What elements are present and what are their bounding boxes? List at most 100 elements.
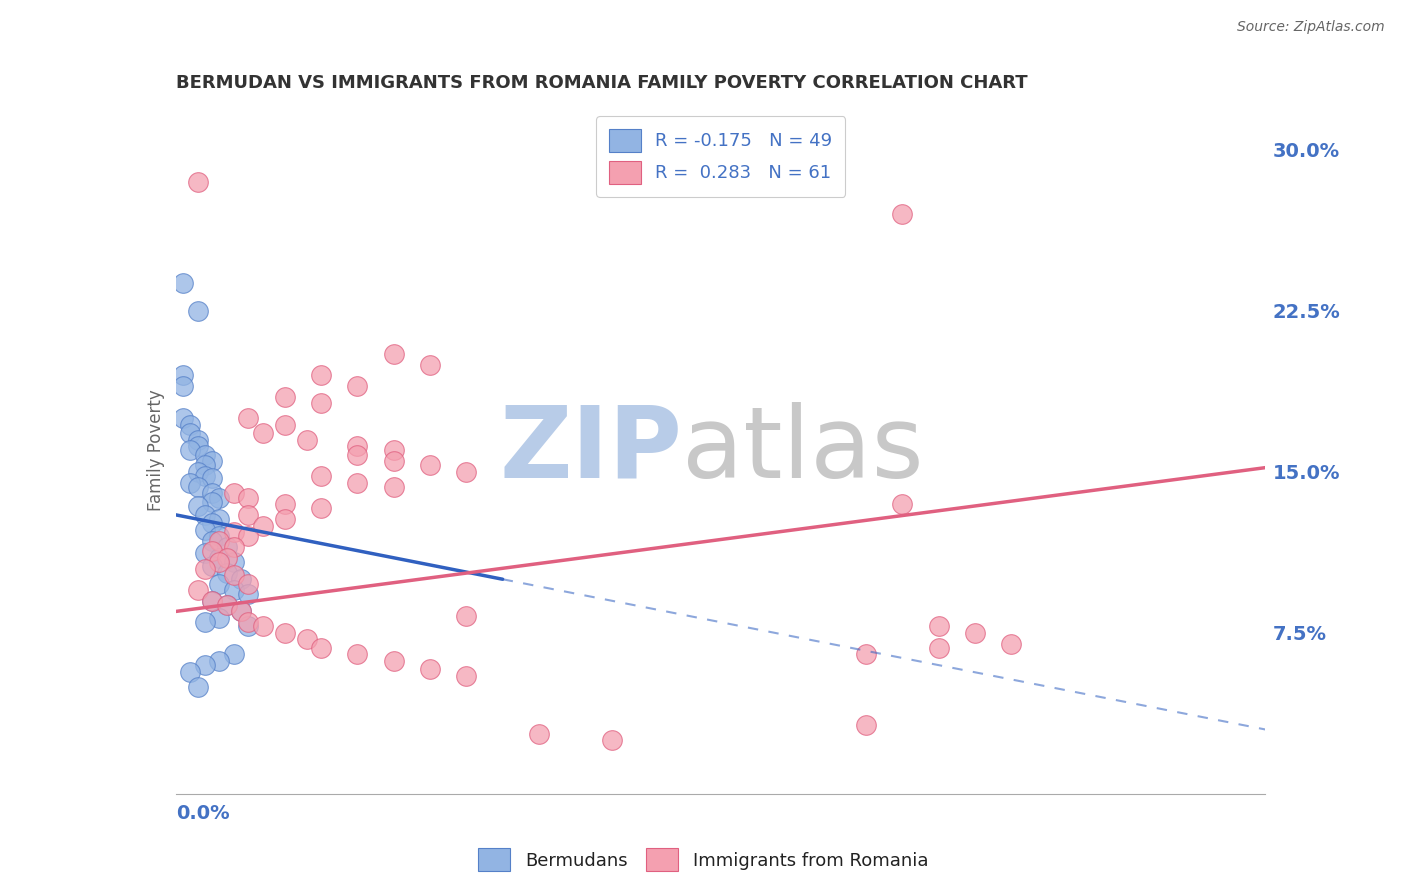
Point (274, 497, 297, 511)
Point (231, 572, 253, 586)
Point (194, 546, 217, 561)
Point (179, 426, 201, 441)
Point (208, 529, 231, 543)
Point (201, 593, 224, 607)
Point (456, 465, 478, 479)
Point (295, 433, 318, 447)
Point (1000, 637, 1022, 651)
Point (201, 495, 224, 509)
Point (231, 604, 253, 618)
Legend: R = -0.175   N = 49, R =  0.283   N = 61: R = -0.175 N = 49, R = 0.283 N = 61 (596, 116, 845, 197)
Point (252, 619, 274, 633)
Text: ZIP: ZIP (499, 402, 682, 499)
Point (309, 640, 332, 655)
Point (194, 508, 217, 522)
Point (186, 480, 209, 494)
Point (238, 491, 260, 505)
Point (891, 497, 914, 511)
Point (208, 512, 231, 526)
Point (238, 529, 260, 543)
Point (891, 207, 914, 221)
Point (855, 718, 877, 732)
Point (527, 727, 550, 741)
Point (928, 619, 950, 633)
Point (194, 448, 217, 462)
Point (208, 611, 231, 625)
Point (172, 379, 194, 393)
Point (252, 518, 274, 533)
Point (201, 533, 224, 548)
Point (382, 480, 405, 494)
Point (215, 598, 238, 612)
Point (201, 486, 224, 500)
Text: 0.0%: 0.0% (176, 805, 229, 823)
Point (274, 626, 297, 640)
Point (186, 465, 209, 479)
Point (382, 654, 405, 668)
Y-axis label: Family Poverty: Family Poverty (146, 390, 165, 511)
Point (201, 593, 224, 607)
Point (238, 508, 260, 522)
Point (238, 619, 260, 633)
Point (194, 523, 217, 537)
Point (172, 368, 194, 383)
Point (179, 443, 201, 458)
Point (186, 304, 209, 318)
Point (201, 559, 224, 574)
Point (215, 566, 238, 580)
Point (238, 587, 260, 601)
Point (194, 658, 217, 673)
Point (194, 615, 217, 630)
Point (194, 561, 217, 575)
Point (222, 582, 245, 597)
Point (346, 439, 368, 453)
Point (231, 604, 253, 618)
Point (201, 516, 224, 531)
Point (186, 680, 209, 694)
Point (346, 475, 368, 490)
Point (215, 598, 238, 612)
Point (382, 443, 405, 458)
Point (456, 608, 478, 623)
Point (222, 524, 245, 539)
Text: Source: ZipAtlas.com: Source: ZipAtlas.com (1237, 20, 1385, 34)
Point (215, 550, 238, 565)
Point (222, 540, 245, 554)
Point (186, 500, 209, 514)
Point (346, 379, 368, 393)
Point (419, 662, 441, 676)
Point (208, 576, 231, 591)
Point (274, 417, 297, 432)
Point (309, 501, 332, 516)
Point (456, 669, 478, 683)
Point (274, 512, 297, 526)
Point (186, 439, 209, 453)
Point (252, 426, 274, 441)
Point (179, 665, 201, 679)
Point (201, 544, 224, 558)
Point (208, 491, 231, 505)
Point (295, 632, 318, 647)
Point (346, 648, 368, 662)
Point (172, 411, 194, 425)
Point (309, 368, 332, 383)
Point (238, 615, 260, 630)
Text: BERMUDAN VS IMMIGRANTS FROM ROMANIA FAMILY POVERTY CORRELATION CHART: BERMUDAN VS IMMIGRANTS FROM ROMANIA FAMI… (176, 74, 1028, 92)
Point (201, 471, 224, 485)
Point (222, 555, 245, 569)
Point (179, 417, 201, 432)
Point (346, 448, 368, 462)
Text: atlas: atlas (682, 402, 924, 499)
Point (238, 576, 260, 591)
Legend: Bermudans, Immigrants from Romania: Bermudans, Immigrants from Romania (471, 841, 935, 879)
Point (855, 648, 877, 662)
Point (172, 276, 194, 290)
Point (201, 454, 224, 468)
Point (179, 475, 201, 490)
Point (222, 486, 245, 500)
Point (208, 555, 231, 569)
Point (382, 347, 405, 361)
Point (419, 358, 441, 372)
Point (194, 458, 217, 473)
Point (928, 640, 950, 655)
